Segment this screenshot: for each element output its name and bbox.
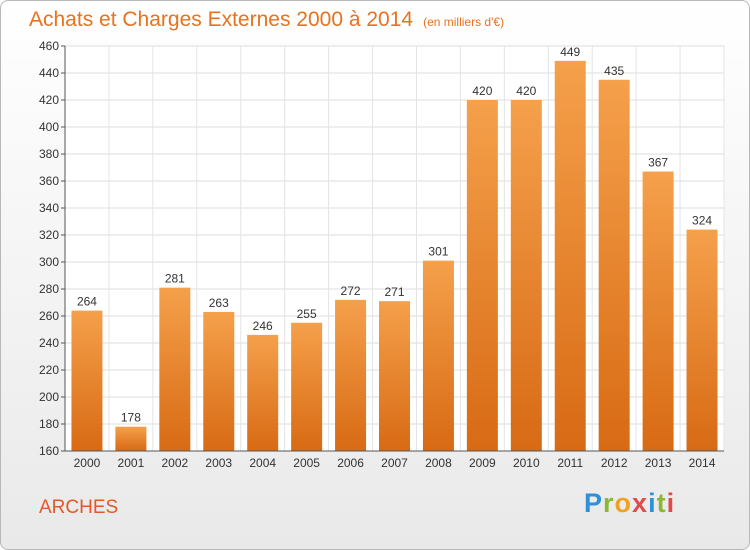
logo-letter: i bbox=[648, 488, 657, 518]
value-label: 255 bbox=[297, 307, 317, 321]
bar-2003 bbox=[203, 311, 235, 451]
y-tick-label: 180 bbox=[39, 417, 59, 431]
value-label: 246 bbox=[253, 319, 273, 333]
y-tick-label: 380 bbox=[39, 147, 59, 161]
logo-letter: r bbox=[603, 488, 615, 518]
bar-2011 bbox=[554, 60, 586, 451]
chart-subtitle: (en milliers d'€) bbox=[423, 15, 505, 29]
bar-2007 bbox=[379, 301, 410, 451]
y-tick-label: 460 bbox=[39, 39, 59, 53]
bar-2010 bbox=[510, 100, 542, 451]
x-tick-label: 2003 bbox=[205, 456, 232, 470]
x-tick-label: 2011 bbox=[557, 456, 583, 470]
y-tick-label: 200 bbox=[39, 390, 59, 404]
value-label: 264 bbox=[77, 295, 97, 309]
value-label: 271 bbox=[384, 285, 404, 299]
chart-title-text: Achats et Charges Externes 2000 à 2014 bbox=[29, 8, 414, 31]
y-tick-label: 400 bbox=[39, 120, 59, 134]
value-label: 263 bbox=[209, 296, 229, 310]
bar-2000 bbox=[71, 310, 103, 451]
proxiti-logo: Proxiti bbox=[584, 488, 675, 519]
logo-letter: P bbox=[584, 488, 604, 518]
y-tick-label: 300 bbox=[39, 255, 59, 269]
bar-2009 bbox=[466, 100, 498, 451]
x-tick-label: 2012 bbox=[601, 456, 628, 470]
bar-2013 bbox=[642, 171, 674, 452]
bar-2004 bbox=[247, 334, 279, 451]
bar-2005 bbox=[291, 322, 323, 451]
logo-letter: t bbox=[656, 488, 667, 518]
value-label: 435 bbox=[604, 64, 624, 78]
logo-letter: x bbox=[632, 488, 649, 518]
x-tick-label: 2008 bbox=[425, 456, 452, 470]
x-tick-label: 2005 bbox=[293, 456, 320, 470]
bar-2001 bbox=[115, 426, 147, 451]
y-tick-label: 360 bbox=[39, 174, 59, 188]
value-label: 272 bbox=[341, 284, 361, 298]
y-tick-label: 260 bbox=[39, 309, 59, 323]
x-tick-label: 2007 bbox=[381, 456, 408, 470]
value-label: 420 bbox=[472, 84, 492, 98]
bar-2012 bbox=[598, 79, 630, 451]
y-tick-label: 160 bbox=[39, 444, 59, 458]
value-label: 178 bbox=[121, 411, 141, 425]
x-tick-label: 2010 bbox=[513, 456, 540, 470]
y-tick-label: 420 bbox=[39, 93, 59, 107]
place-name: ARCHES bbox=[39, 497, 119, 518]
y-tick-label: 280 bbox=[39, 282, 59, 296]
logo-letter: o bbox=[614, 488, 633, 518]
logo-letter: i bbox=[666, 488, 676, 518]
bar-2002 bbox=[159, 287, 191, 451]
y-tick-label: 240 bbox=[39, 336, 59, 350]
value-label: 301 bbox=[428, 245, 448, 259]
x-tick-label: 2004 bbox=[249, 456, 276, 470]
y-tick-label: 320 bbox=[39, 228, 59, 242]
x-tick-label: 2013 bbox=[645, 456, 672, 470]
value-label: 324 bbox=[692, 214, 712, 228]
value-label: 420 bbox=[516, 84, 536, 98]
chart-title: Achats et Charges Externes 2000 à 2014 (e… bbox=[29, 8, 504, 32]
value-label: 281 bbox=[165, 272, 185, 286]
x-tick-label: 2001 bbox=[118, 456, 145, 470]
x-tick-label: 2014 bbox=[689, 456, 716, 470]
value-label: 367 bbox=[648, 156, 668, 170]
bar-2006 bbox=[335, 299, 367, 451]
x-tick-label: 2002 bbox=[161, 456, 188, 470]
bar-2014 bbox=[686, 229, 718, 451]
x-tick-label: 2009 bbox=[469, 456, 496, 470]
value-label: 449 bbox=[560, 45, 580, 59]
y-tick-label: 220 bbox=[39, 363, 59, 377]
bar-2008 bbox=[422, 260, 454, 451]
x-tick-label: 2000 bbox=[74, 456, 101, 470]
x-tick-label: 2006 bbox=[337, 456, 364, 470]
y-tick-label: 340 bbox=[39, 201, 59, 215]
y-tick-label: 440 bbox=[39, 66, 59, 80]
